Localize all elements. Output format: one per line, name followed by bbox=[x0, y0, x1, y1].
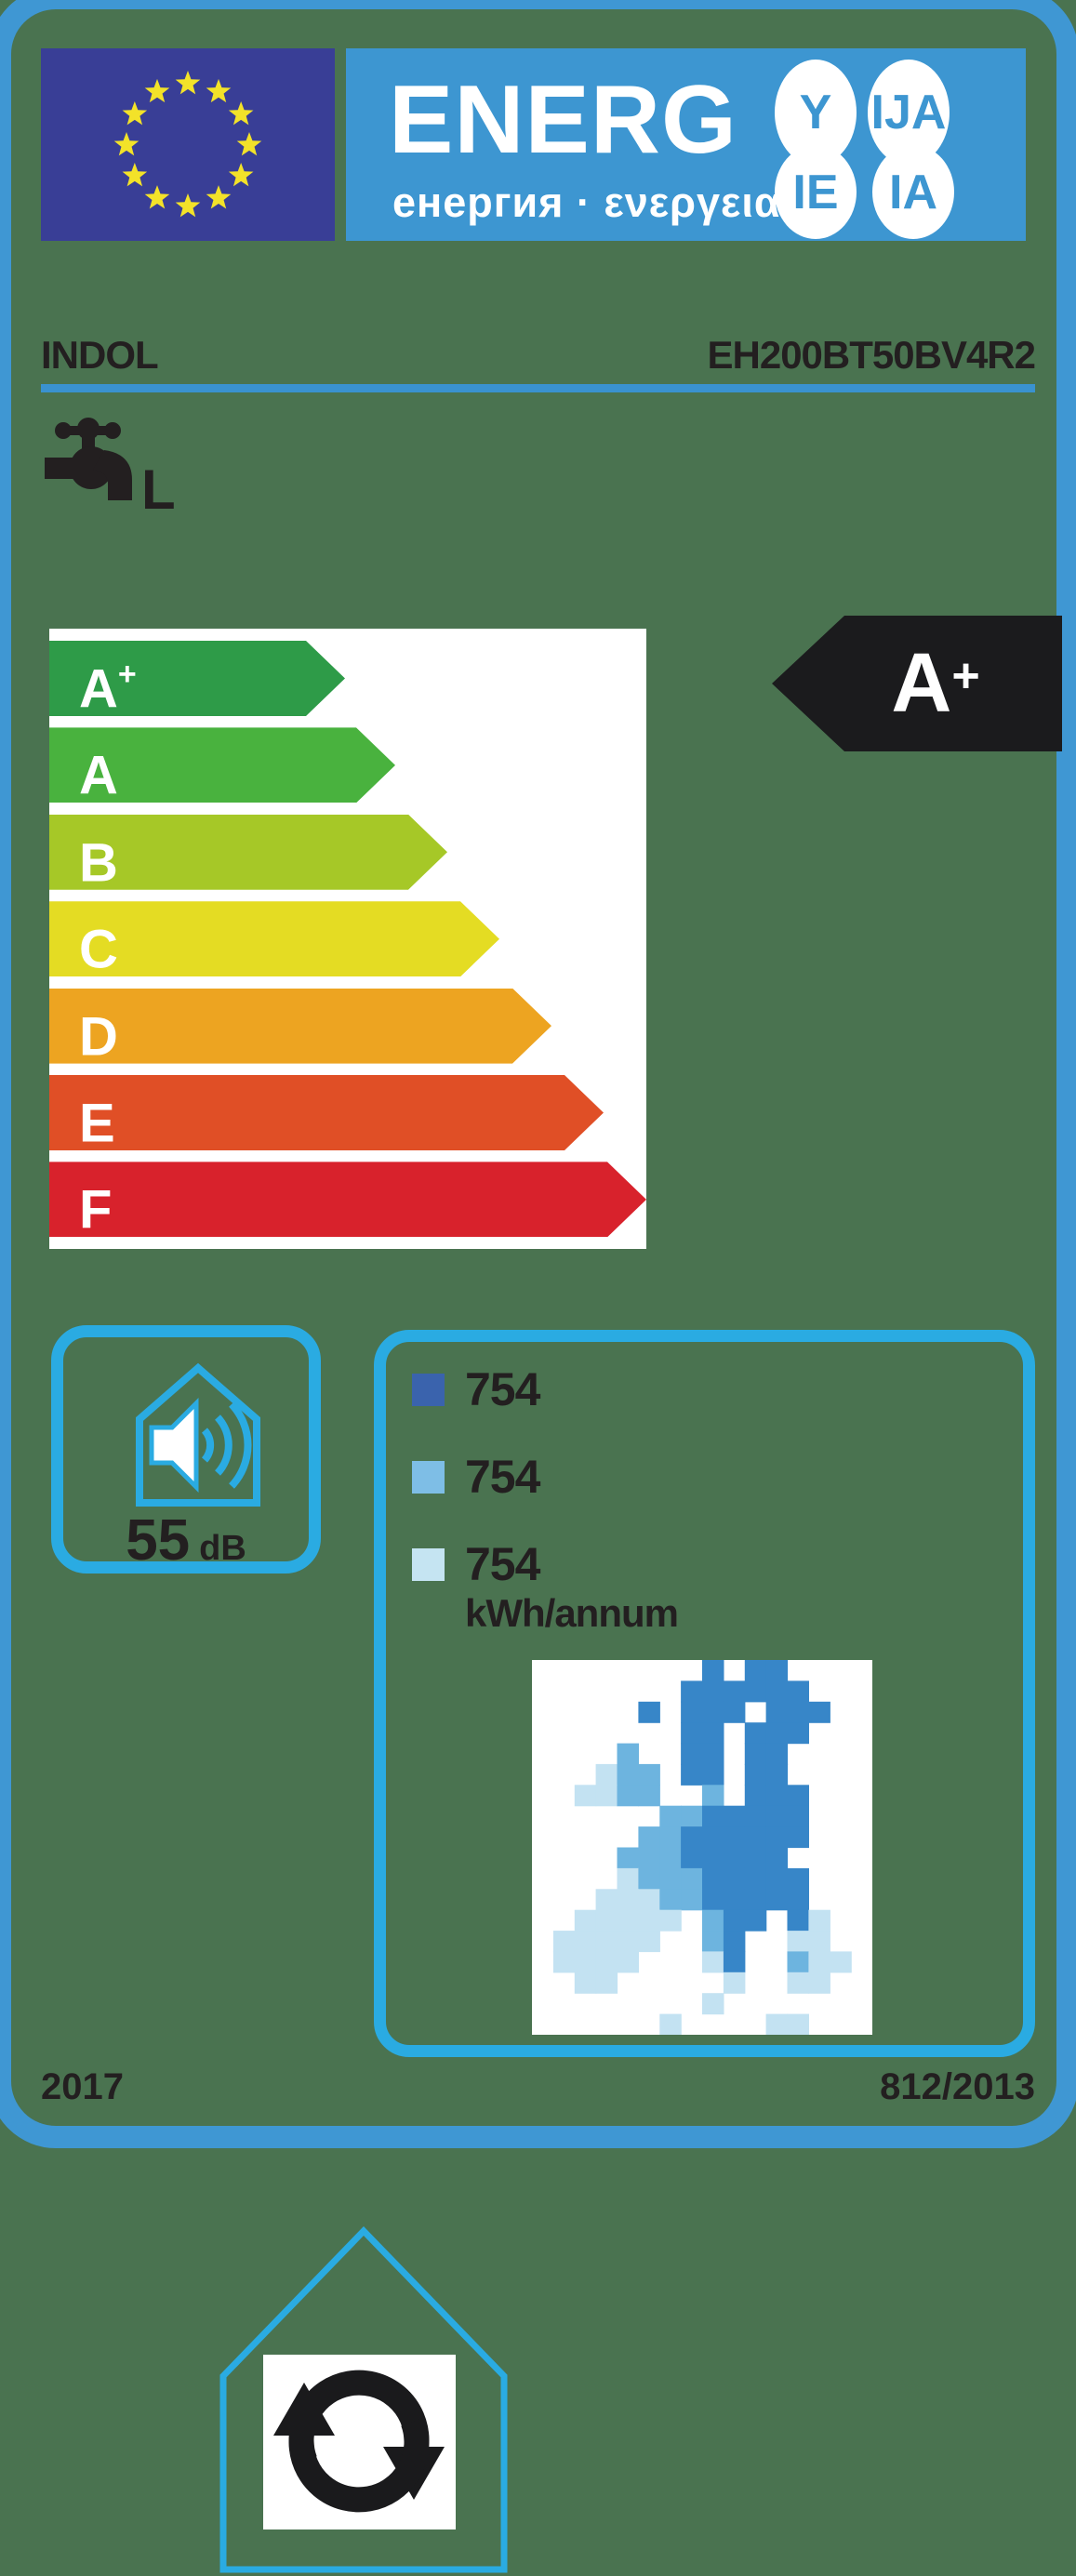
legend-square bbox=[412, 1460, 445, 1494]
recycle-house-icon bbox=[219, 2225, 508, 2573]
legend-square bbox=[412, 1547, 445, 1581]
consumption-unit: kWh/annum bbox=[465, 1591, 679, 1635]
europe-map bbox=[532, 1660, 872, 2035]
eu-flag-stars bbox=[113, 71, 262, 218]
load-profile-letter: L bbox=[141, 458, 176, 521]
legend-square bbox=[412, 1373, 445, 1406]
rated-class-sup: + bbox=[951, 649, 980, 703]
scale-arrow-b: B bbox=[49, 815, 447, 890]
consumption-value: 754 bbox=[465, 1538, 540, 1590]
model-identifier: EH200BT50BV4R2 bbox=[707, 333, 1036, 377]
consumption-value: 754 bbox=[465, 1363, 540, 1415]
divider-line bbox=[41, 384, 1035, 392]
eu-flag bbox=[41, 48, 335, 241]
regulation-number: 812/2013 bbox=[880, 2066, 1035, 2107]
banner-title: ENERG bbox=[389, 66, 737, 174]
scale-arrow-a-plus: A+ bbox=[49, 641, 345, 716]
scale-arrow-a: A bbox=[49, 727, 395, 803]
consumption-row-1: 754 bbox=[412, 1362, 540, 1416]
efficiency-scale-panel: A+ A B C D E F bbox=[49, 629, 646, 1249]
energy-banner: ENERG енергия · ενεργεια Y IJA IE IA bbox=[346, 48, 1026, 241]
noise-value: 55 bbox=[126, 1508, 191, 1573]
language-bubble-ie: IE bbox=[775, 145, 857, 239]
banner-subtitle: енергия · ενεργεια bbox=[392, 179, 781, 226]
recycle-arrows-icon bbox=[273, 2370, 445, 2513]
noise-unit: dB bbox=[199, 1529, 246, 1568]
rated-class-letter: A bbox=[891, 636, 952, 730]
scale-arrow-f: F bbox=[49, 1162, 646, 1237]
language-bubble-ia: IA bbox=[872, 145, 954, 239]
consumption-value: 754 bbox=[465, 1451, 540, 1503]
sound-house-icon bbox=[136, 1362, 260, 1507]
label-border bbox=[0, 0, 1076, 2148]
consumption-row-2: 754 bbox=[412, 1450, 540, 1504]
scale-arrow-c: C bbox=[49, 901, 499, 976]
consumption-row-3: 754 bbox=[412, 1537, 540, 1591]
supplier-name: INDOL bbox=[41, 333, 159, 377]
scale-arrow-d: D bbox=[49, 989, 551, 1064]
scale-arrow-e: E bbox=[49, 1075, 604, 1150]
speaker-icon bbox=[149, 1397, 199, 1494]
noise-box: 55 dB bbox=[51, 1325, 321, 1573]
label-year: 2017 bbox=[41, 2066, 124, 2107]
noise-value-row: 55 dB bbox=[63, 1507, 309, 1573]
water-tap-icon bbox=[45, 418, 132, 500]
consumption-box: 754 754 754 kWh/annum bbox=[374, 1330, 1035, 2057]
